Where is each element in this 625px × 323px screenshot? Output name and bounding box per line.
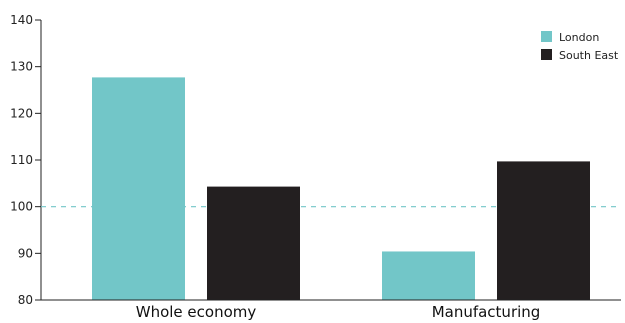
y-tick-label: 80 xyxy=(18,293,33,307)
y-tick-label: 140 xyxy=(10,13,33,27)
bar-south-east-manufacturing xyxy=(497,161,590,300)
x-axis: Whole economy Manufacturing xyxy=(41,299,621,321)
x-category-label: Manufacturing xyxy=(432,303,541,321)
y-tick-label: 130 xyxy=(10,60,33,74)
y-tick-label: 120 xyxy=(10,106,33,120)
y-axis: 80 90 100 110 120 130 140 xyxy=(10,13,42,307)
y-tick-label: 90 xyxy=(18,246,33,260)
legend-label: London xyxy=(559,31,599,44)
legend-swatch xyxy=(541,49,552,60)
x-category-label: Whole economy xyxy=(136,303,257,321)
bars xyxy=(92,77,590,301)
y-tick-label: 110 xyxy=(10,153,33,167)
bar-south-east-whole-economy xyxy=(207,186,300,300)
y-tick-label: 100 xyxy=(10,200,33,214)
legend-swatch xyxy=(541,31,552,42)
bar-london-whole-economy xyxy=(92,77,185,301)
bar-london-manufacturing xyxy=(382,251,475,300)
legend: London South East xyxy=(541,31,619,62)
legend-label: South East xyxy=(559,49,619,62)
